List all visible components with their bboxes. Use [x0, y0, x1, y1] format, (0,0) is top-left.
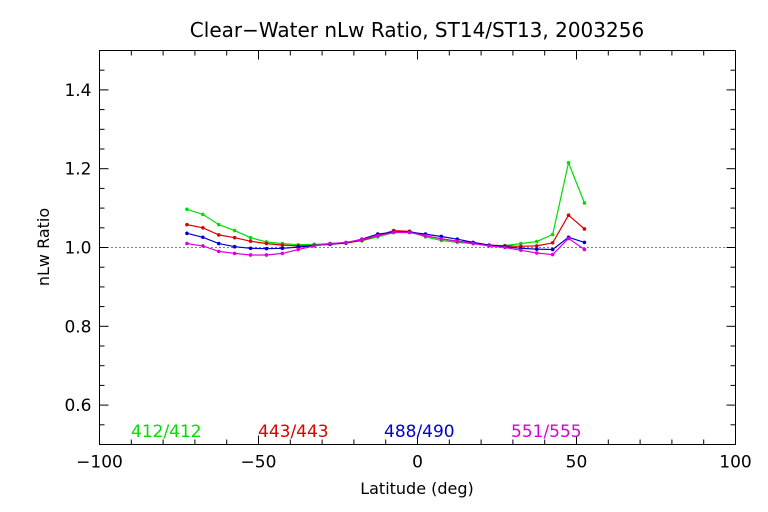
x-tick-label: −50	[241, 453, 277, 473]
data-point	[201, 226, 205, 230]
series-488/490	[185, 230, 587, 252]
data-point	[248, 239, 253, 243]
data-point	[534, 247, 539, 251]
data-point	[328, 241, 332, 246]
data-point	[566, 213, 571, 217]
data-point	[264, 246, 269, 251]
data-point	[582, 227, 587, 231]
data-point	[455, 239, 460, 243]
data-point	[185, 231, 189, 236]
data-point	[312, 244, 316, 248]
data-point	[487, 244, 491, 248]
x-tick-label: 0	[412, 453, 423, 473]
y-tick-label: 1.2	[64, 160, 91, 180]
data-point	[471, 241, 475, 246]
data-point	[280, 243, 285, 247]
data-point	[201, 244, 205, 248]
data-point	[550, 240, 555, 245]
data-point	[582, 247, 587, 252]
legend-entry: 551/555	[511, 422, 582, 442]
data-point	[519, 241, 523, 246]
data-point	[280, 246, 285, 251]
data-point	[439, 237, 444, 241]
data-point	[534, 239, 539, 244]
data-point	[566, 236, 571, 241]
data-point	[296, 247, 301, 252]
data-point	[232, 251, 237, 256]
x-axis-label: Latitude (deg)	[360, 479, 474, 498]
data-point	[534, 251, 539, 255]
series-line	[186, 231, 585, 256]
data-point	[423, 233, 428, 238]
data-point	[550, 232, 555, 237]
data-point	[550, 252, 555, 257]
data-point	[216, 241, 221, 246]
data-point	[216, 249, 221, 254]
data-point	[375, 233, 380, 238]
data-point	[232, 228, 237, 233]
data-point	[534, 244, 539, 248]
series-line	[186, 231, 585, 251]
data-point	[566, 160, 571, 165]
legend-entry: 488/490	[384, 422, 455, 442]
legend-entry: 443/443	[258, 422, 329, 442]
y-tick-label: 1.0	[64, 239, 91, 259]
y-tick-label: 1.4	[64, 81, 91, 101]
data-point	[503, 245, 507, 250]
y-tick-label: 0.6	[64, 396, 91, 416]
data-point	[391, 230, 396, 235]
chart-title: Clear−Water nLw Ratio, ST14/ST13, 200325…	[190, 18, 644, 42]
x-tick-label: 100	[719, 453, 751, 473]
data-point	[232, 235, 237, 240]
data-point	[407, 230, 412, 235]
y-tick-label: 0.8	[64, 317, 91, 337]
data-point	[201, 212, 205, 217]
data-point	[201, 235, 205, 240]
y-axis-label: nLw Ratio	[34, 208, 53, 286]
data-point	[185, 241, 189, 246]
data-point	[185, 222, 189, 227]
series-551/555	[185, 230, 587, 257]
x-tick-label: −100	[76, 453, 123, 473]
data-point	[216, 233, 221, 237]
data-point	[248, 235, 253, 240]
data-point	[264, 241, 269, 246]
data-point	[280, 251, 285, 256]
data-point	[360, 237, 364, 242]
data-point	[550, 247, 555, 252]
data-point	[264, 253, 269, 257]
data-point	[248, 253, 253, 257]
data-point	[582, 240, 587, 245]
data-point	[582, 201, 587, 205]
data-point	[232, 244, 237, 249]
data-point	[519, 248, 523, 253]
data-point	[248, 246, 253, 251]
data-point	[344, 240, 348, 245]
x-tick-label: 50	[566, 453, 588, 473]
data-point	[216, 222, 221, 227]
series-line	[186, 214, 585, 247]
data-point	[185, 207, 189, 212]
legend-entry: 412/412	[131, 422, 202, 442]
